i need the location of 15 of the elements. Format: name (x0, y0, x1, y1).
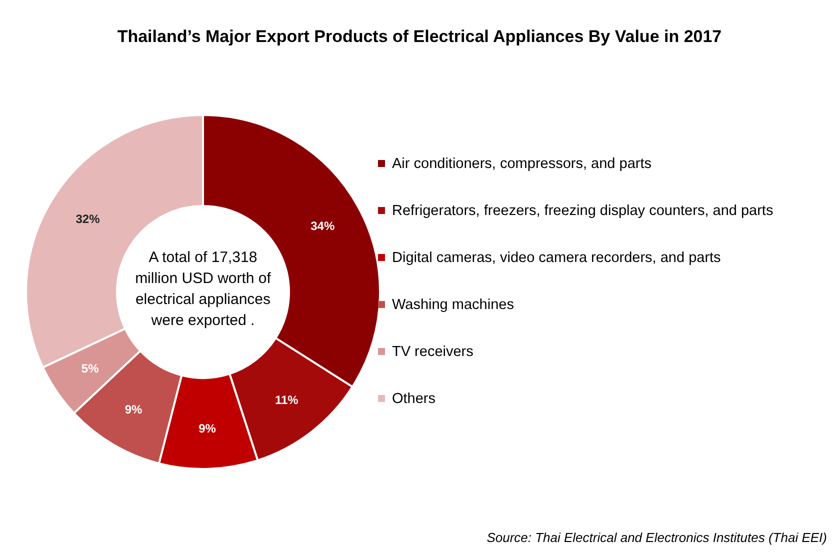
text: A total of 17,318 million USD worth of electrical appliances were exported . (135, 249, 272, 329)
source-note: Source: Thai Electrical and Electronics Institutes (Thai EEI) (486, 530, 827, 545)
data-label: 9% (124, 402, 143, 416)
data-label: 32% (76, 212, 100, 226)
legend-label: Others (392, 391, 436, 407)
data-label: 9% (198, 421, 216, 436)
data-label: 5% (81, 362, 100, 376)
data-label: 11% (274, 392, 299, 407)
legend-label: Digital cameras, video camera recorders, and parts (392, 250, 721, 266)
legend-label: TV receivers (392, 344, 474, 360)
legend-label: Air conditioners, compressors, and parts (392, 156, 652, 172)
chart-title: Thailand’s Major Export Products of Electrical Appliances By Value in 2017 (117, 27, 722, 46)
legend-label: Washing machines (392, 297, 514, 313)
legend-label: Refrigerators, freezers, freezing display counters, and parts (392, 203, 774, 219)
data-label: 34% (310, 219, 335, 234)
